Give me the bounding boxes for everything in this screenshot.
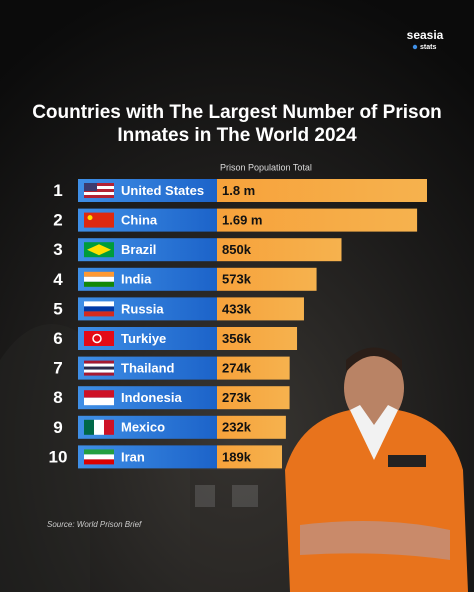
category-label: Russia — [121, 301, 164, 316]
flag-part — [84, 449, 114, 455]
flag-part — [84, 331, 114, 346]
flag-part — [84, 372, 114, 376]
flag-part — [84, 192, 114, 195]
brand-dot — [412, 44, 418, 50]
flag-part — [84, 195, 114, 198]
flag — [84, 390, 114, 406]
flag-part — [84, 271, 114, 277]
flag — [84, 360, 114, 376]
flag-part — [84, 281, 114, 287]
flag-part — [84, 301, 114, 307]
rank: 2 — [53, 211, 62, 230]
bar — [217, 327, 298, 350]
rank: 4 — [53, 270, 63, 289]
value-label: 274k — [222, 361, 252, 376]
category-label: India — [121, 272, 152, 287]
bar — [217, 356, 290, 380]
rank: 1 — [53, 181, 62, 200]
flag-part — [92, 333, 102, 344]
bar — [217, 415, 286, 439]
category-label: Mexico — [121, 420, 165, 435]
value-label: 356k — [222, 331, 252, 346]
flag-part — [94, 419, 104, 435]
rank: 7 — [53, 359, 62, 378]
rank: 6 — [53, 329, 62, 348]
flag-part — [84, 276, 114, 282]
flag-part — [84, 366, 114, 370]
value-label: 433k — [222, 301, 252, 316]
bar — [217, 238, 342, 262]
flag — [84, 419, 114, 435]
chart-title-line: Inmates in The World 2024 — [117, 125, 357, 146]
flag-part — [84, 306, 114, 312]
flag-part — [84, 212, 114, 228]
chart-title: Countries with The Largest Number of Pri… — [32, 102, 442, 146]
bar — [217, 208, 418, 232]
person-figure — [285, 347, 468, 592]
category-label: China — [121, 213, 158, 228]
flag-part — [84, 397, 114, 406]
chart-title-line: Countries with The Largest Number of Pri… — [32, 102, 442, 123]
source: Source: World Prison Brief — [47, 520, 142, 529]
flag-part — [84, 189, 114, 192]
flag — [84, 271, 114, 287]
value-label: 273k — [222, 390, 252, 405]
flag-part — [84, 390, 114, 398]
category-label: Indonesia — [121, 390, 182, 405]
bar — [217, 445, 283, 469]
value-label: 232k — [222, 420, 252, 435]
brand-tag: stats — [420, 44, 436, 51]
flag-part — [84, 360, 114, 364]
flag — [84, 301, 114, 317]
bar — [217, 297, 304, 321]
flag — [84, 183, 114, 198]
rank: 5 — [53, 299, 62, 318]
value-label: 1.8 m — [222, 183, 255, 198]
axis-label: Prison Population Total — [220, 162, 312, 172]
category-label: United States — [121, 183, 204, 198]
background-scene — [0, 324, 300, 592]
flag-part — [84, 419, 94, 435]
value-label: 1.69 m — [222, 213, 262, 228]
category-label: Brazil — [121, 242, 156, 257]
value-label: 850k — [222, 242, 252, 257]
flag-part — [104, 419, 114, 435]
flag-part — [84, 363, 114, 367]
rank: 8 — [53, 388, 62, 407]
flag-part — [84, 454, 114, 460]
flag — [84, 212, 114, 228]
flag — [84, 449, 114, 465]
category-label: Thailand — [121, 361, 175, 376]
flag-part — [87, 244, 111, 256]
category-label: Iran — [121, 449, 145, 464]
rank: 3 — [53, 240, 62, 259]
flag-part — [84, 459, 114, 465]
rank: 9 — [53, 418, 62, 437]
bar — [217, 179, 427, 202]
category-label: Turkiye — [121, 331, 166, 346]
bar — [217, 267, 317, 291]
rank: 10 — [49, 447, 68, 466]
value-label: 573k — [222, 272, 252, 287]
flag-part — [84, 311, 114, 317]
flag-part — [87, 215, 93, 221]
flag — [84, 242, 114, 258]
flag-part — [84, 369, 114, 373]
flag — [84, 331, 114, 346]
bar — [217, 386, 290, 410]
brand-name: seasia — [407, 28, 444, 42]
flag-part — [84, 183, 114, 186]
flag-part — [84, 186, 114, 189]
flag-part — [84, 183, 97, 191]
value-label: 189k — [222, 449, 252, 464]
